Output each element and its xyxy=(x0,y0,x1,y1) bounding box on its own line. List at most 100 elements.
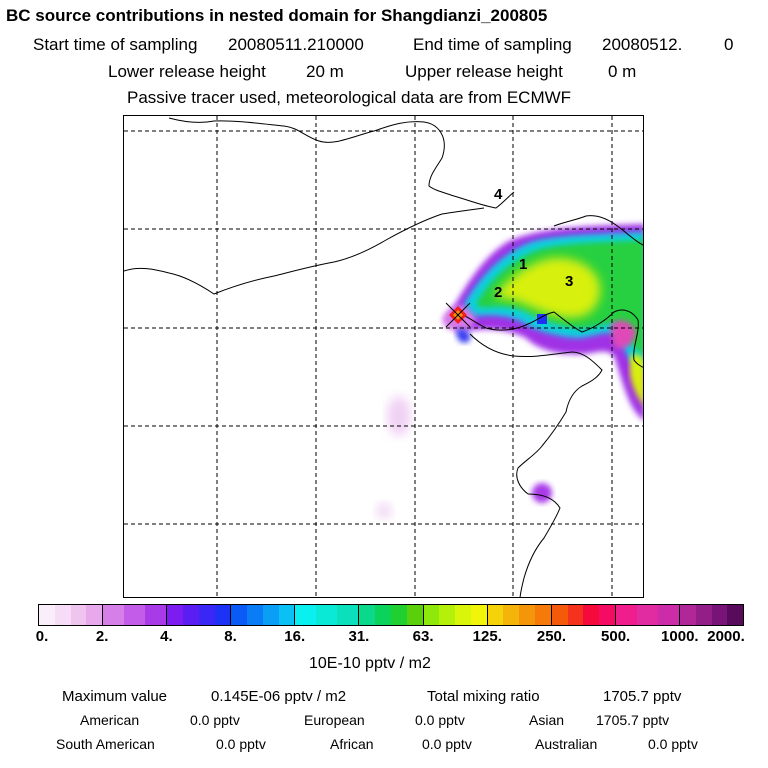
coast-shandong xyxy=(469,333,603,495)
color-swatch xyxy=(599,605,615,625)
color-swatch xyxy=(145,605,167,625)
source-african-value: 0.0 pptv xyxy=(422,736,472,752)
color-swatch xyxy=(337,605,359,625)
border-north xyxy=(168,117,515,209)
color-scale-segment xyxy=(615,605,680,625)
color-swatch xyxy=(39,605,55,625)
color-scale-segment xyxy=(679,605,744,625)
color-scale-segment xyxy=(423,605,488,625)
color-swatch xyxy=(567,605,584,625)
color-swatch xyxy=(695,605,712,625)
color-swatch xyxy=(375,605,392,625)
map-label-3: 3 xyxy=(565,273,574,290)
total-mixing-value: 1705.7 pptv xyxy=(603,688,682,705)
map-label-2: 2 xyxy=(494,284,503,301)
color-swatch xyxy=(103,605,125,625)
upper-release-value: 0 m xyxy=(608,62,637,81)
lat-lon-grid xyxy=(124,116,643,597)
color-swatch xyxy=(535,605,551,625)
color-swatch xyxy=(70,605,87,625)
color-swatch xyxy=(278,605,295,625)
color-swatch xyxy=(54,605,71,625)
color-scale-units: 10E-10 pptv / m2 xyxy=(309,655,431,672)
max-cell-marker xyxy=(537,314,547,324)
map-canvas xyxy=(124,116,643,597)
color-swatch xyxy=(455,605,471,625)
color-swatch xyxy=(711,605,728,625)
map-label-4: 4 xyxy=(494,186,503,203)
source-american-value: 0.0 pptv xyxy=(190,712,240,728)
source-asian-label: Asian xyxy=(529,712,565,728)
model-note: Passive tracer used, meteorological data… xyxy=(127,88,572,107)
color-scale-segment xyxy=(167,605,232,625)
receptor-cross-b xyxy=(445,302,471,328)
map-label-1: 1 xyxy=(519,256,528,273)
source-south-american-value: 0.0 pptv xyxy=(216,736,266,752)
coast-bohai xyxy=(455,309,643,368)
lower-release-value: 20 m xyxy=(306,62,344,81)
color-swatch xyxy=(657,605,679,625)
source-european-value: 0.0 pptv xyxy=(415,712,465,728)
end-time-label: End time of sampling xyxy=(413,35,572,54)
source-australian-value: 0.0 pptv xyxy=(648,736,698,752)
color-swatch xyxy=(615,605,637,625)
color-swatch xyxy=(167,605,183,625)
color-swatch xyxy=(359,605,376,625)
color-swatch xyxy=(487,605,504,625)
coast-liaodong xyxy=(553,215,643,246)
color-scale-tick-label: 8. xyxy=(224,628,237,645)
map-panel: 1 2 3 4 xyxy=(123,115,644,598)
plume-magenta-east xyxy=(610,320,636,349)
total-mixing-label: Total mixing ratio xyxy=(427,688,540,705)
coast-south xyxy=(519,493,561,597)
source-african-label: African xyxy=(330,736,374,752)
max-value-label: Maximum value xyxy=(62,688,168,705)
color-swatch xyxy=(262,605,279,625)
receptor-site-marker xyxy=(445,302,471,328)
source-australian-label: Australian xyxy=(535,736,598,752)
color-swatch xyxy=(583,605,600,625)
plume-faint-patch-3 xyxy=(532,483,552,503)
color-swatch xyxy=(231,605,248,625)
coastlines-borders xyxy=(124,117,643,597)
color-swatch xyxy=(551,605,568,625)
plume-blue-patch xyxy=(456,328,471,343)
color-scale-tick-label: 500. xyxy=(601,628,631,645)
color-scale-tick-label: 16. xyxy=(284,628,306,645)
color-scale-bar xyxy=(38,604,744,626)
color-scale-segment xyxy=(231,605,296,625)
start-time-label: Start time of sampling xyxy=(33,35,198,54)
plume-faint-patch-2 xyxy=(376,503,392,519)
color-scale-segment xyxy=(103,605,168,625)
color-scale-tick-label: 0. xyxy=(35,628,49,645)
color-swatch xyxy=(247,605,263,625)
color-swatch xyxy=(423,605,440,625)
color-scale-tick-label: 125. xyxy=(472,628,502,645)
color-swatch xyxy=(86,605,103,625)
color-swatch xyxy=(636,605,658,625)
max-value: 0.145E-06 pptv / m2 xyxy=(211,688,347,705)
color-scale-tick-label: 250. xyxy=(536,628,567,645)
end-time-value: 20080512. xyxy=(602,35,683,54)
source-south-american-label: South American xyxy=(56,736,155,752)
color-scale-segment xyxy=(487,605,552,625)
color-scale-tick-label: 4. xyxy=(160,628,173,645)
start-time-value: 20080511.210000 xyxy=(228,35,364,54)
color-swatch xyxy=(295,605,317,625)
color-swatch xyxy=(439,605,456,625)
plume-east-edge xyxy=(630,354,643,404)
source-asian-value: 1705.7 pptv xyxy=(596,712,670,728)
color-swatch xyxy=(182,605,199,625)
color-swatch xyxy=(470,605,487,625)
end-time-suffix: 0 xyxy=(724,35,734,54)
color-scale-segment xyxy=(39,605,104,625)
color-swatch xyxy=(679,605,696,625)
color-swatch xyxy=(519,605,535,625)
plume-yellow xyxy=(496,257,601,318)
color-scale-tick-label: 63. xyxy=(412,628,434,645)
figure-title: BC source contributions in nested domain… xyxy=(6,6,548,25)
color-swatch xyxy=(124,605,146,625)
color-swatch xyxy=(391,605,407,625)
concentration-plume xyxy=(376,224,643,519)
color-scale-tick-label: 2000. xyxy=(707,628,745,645)
